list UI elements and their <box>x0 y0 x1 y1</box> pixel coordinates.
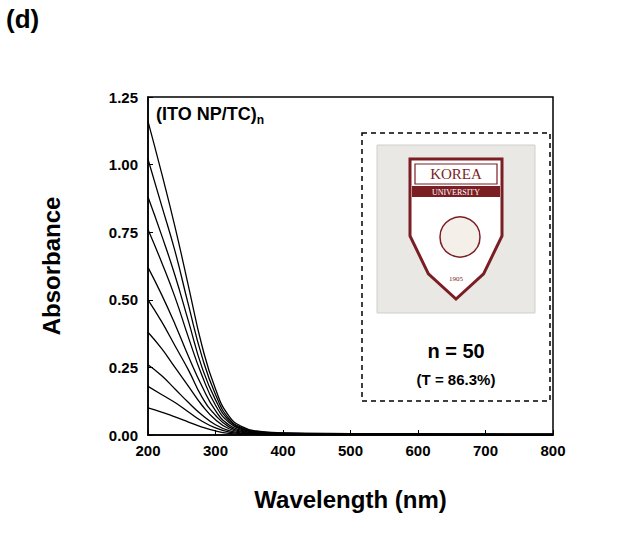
svg-text:1.00: 1.00 <box>109 156 138 173</box>
svg-text:1.25: 1.25 <box>109 89 138 106</box>
svg-text:n = 50: n = 50 <box>427 340 484 362</box>
svg-text:Absorbance: Absorbance <box>38 197 65 336</box>
svg-text:0.50: 0.50 <box>109 291 138 308</box>
svg-text:200: 200 <box>135 442 160 459</box>
svg-text:0.75: 0.75 <box>109 224 138 241</box>
svg-text:(d): (d) <box>6 4 39 34</box>
svg-text:KOREA: KOREA <box>430 166 482 182</box>
svg-text:500: 500 <box>338 442 363 459</box>
svg-text:1905: 1905 <box>449 275 464 283</box>
svg-text:Wavelength (nm): Wavelength (nm) <box>254 486 446 513</box>
svg-text:(ITO NP/TC): (ITO NP/TC) <box>156 104 257 124</box>
svg-text:600: 600 <box>405 442 430 459</box>
svg-text:0.25: 0.25 <box>109 359 138 376</box>
svg-text:700: 700 <box>473 442 498 459</box>
svg-text:800: 800 <box>540 442 565 459</box>
svg-text:400: 400 <box>270 442 295 459</box>
svg-text:n: n <box>257 113 264 127</box>
svg-text:300: 300 <box>203 442 228 459</box>
svg-text:(T = 86.3%): (T = 86.3%) <box>417 371 496 388</box>
svg-text:0.00: 0.00 <box>109 427 138 444</box>
svg-text:UNIVERSITY: UNIVERSITY <box>432 188 480 197</box>
